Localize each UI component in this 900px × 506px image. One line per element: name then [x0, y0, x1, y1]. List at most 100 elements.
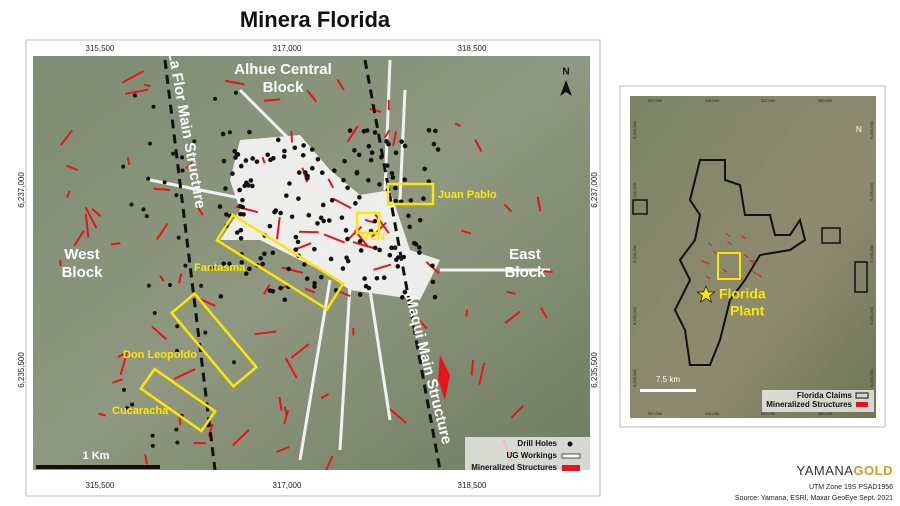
structure — [264, 98, 281, 102]
structure — [707, 242, 713, 247]
structure — [506, 290, 516, 296]
drill-hole — [203, 330, 208, 335]
legend-label: Mineralized Structures — [471, 463, 557, 472]
drill-hole — [358, 248, 364, 253]
structure — [336, 78, 345, 91]
structure — [727, 241, 732, 245]
y-coord: 6,245,000 — [869, 182, 874, 201]
legend-symbol — [856, 402, 868, 407]
drill-hole — [227, 261, 232, 267]
x-coord: 307,000 — [648, 411, 663, 416]
drill-hole — [312, 280, 317, 286]
x-coord: 317,000 — [273, 44, 302, 53]
drill-hole — [244, 180, 249, 186]
structure — [465, 309, 469, 317]
structure — [117, 353, 125, 358]
structure — [306, 89, 318, 103]
structure — [752, 259, 758, 264]
fault-line — [163, 59, 217, 471]
x-coord: 315,000 — [705, 411, 720, 416]
structure — [510, 404, 525, 419]
drill-hole — [238, 163, 244, 169]
drill-hole — [247, 266, 252, 272]
drill-hole — [234, 151, 239, 156]
structure — [73, 230, 85, 247]
drill-hole — [386, 141, 391, 147]
block-label: Alhue Central — [234, 61, 332, 78]
drill-hole — [151, 104, 156, 109]
x-coord: 315,500 — [86, 44, 115, 53]
drill-hole — [238, 235, 244, 241]
structure — [374, 213, 390, 234]
drill-hole — [377, 182, 382, 187]
drill-hole — [272, 209, 277, 215]
structure — [124, 88, 149, 95]
structure — [539, 307, 548, 319]
target-label: Fantasma — [194, 262, 246, 274]
y-coord: 6,240,000 — [632, 244, 637, 263]
drill-hole — [315, 221, 320, 226]
plant-star — [696, 285, 716, 303]
structure — [347, 225, 363, 240]
drill-hole — [180, 168, 185, 173]
fault-line — [363, 59, 442, 471]
drill-hole — [221, 261, 226, 266]
drill-hole — [122, 387, 127, 392]
drill-hole — [342, 158, 347, 164]
structure — [185, 161, 193, 170]
drill-hole — [162, 180, 167, 185]
structure — [346, 125, 359, 143]
drill-hole — [174, 193, 179, 198]
target-label: Cucaracha — [112, 405, 169, 417]
drill-hole — [254, 159, 260, 164]
structure — [705, 275, 711, 280]
drill-hole — [240, 197, 245, 203]
drill-hole — [247, 129, 252, 135]
drill-hole — [417, 245, 422, 250]
structure — [503, 203, 513, 213]
drill-hole — [393, 185, 398, 191]
drill-hole — [243, 158, 249, 163]
structure — [276, 446, 290, 453]
structure — [337, 290, 351, 298]
scale-label: 7.5 km — [656, 375, 680, 384]
structure — [364, 218, 374, 224]
structure — [122, 70, 145, 84]
drill-hole — [227, 130, 232, 135]
y-coord: 6,245,000 — [632, 182, 637, 201]
structure — [705, 261, 710, 265]
structure — [438, 355, 450, 400]
drill-hole — [199, 283, 204, 288]
drill-hole — [347, 128, 353, 133]
structure — [454, 122, 462, 128]
structure — [461, 229, 472, 235]
drill-hole — [366, 285, 372, 291]
drill-hole — [340, 266, 346, 271]
structure — [474, 139, 483, 152]
structure — [144, 454, 148, 465]
drill-hole — [267, 288, 273, 293]
structure — [504, 310, 521, 324]
legend-bg — [762, 390, 874, 412]
y-coord: 6,235,500 — [590, 352, 599, 388]
block-label: Block — [62, 264, 104, 281]
drill-hole — [223, 186, 228, 191]
drill-hole — [399, 139, 405, 144]
drill-hole — [278, 285, 283, 291]
drill-hole — [345, 236, 350, 242]
drill-hole — [250, 183, 255, 189]
structure — [752, 270, 757, 275]
structure — [278, 396, 283, 411]
drill-hole — [212, 96, 217, 101]
structure — [66, 164, 79, 172]
y-coord: 6,240,000 — [869, 244, 874, 263]
drill-hole — [339, 215, 345, 220]
structure — [741, 235, 746, 240]
ug-workings — [149, 59, 550, 461]
drill-hole — [248, 178, 254, 183]
drill-hole — [433, 128, 438, 134]
drill-hole — [121, 164, 126, 169]
drill-hole — [220, 131, 226, 137]
drill-hole — [293, 234, 299, 240]
drill-hole — [354, 170, 360, 176]
